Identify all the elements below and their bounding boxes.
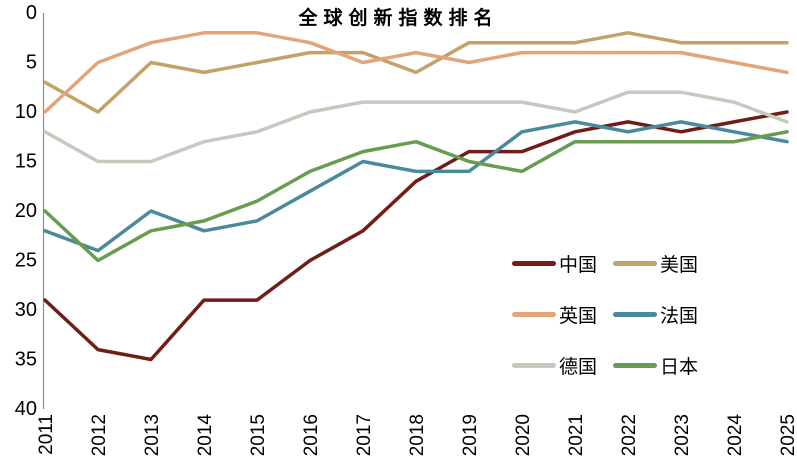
series-line-usa: [43, 31, 789, 114]
series-line-uk: [43, 31, 789, 114]
y-tick-label: 30: [15, 299, 37, 321]
y-tick-label: 5: [26, 52, 37, 74]
x-tick-label: 2014: [195, 414, 216, 457]
x-tick-label: 2021: [566, 414, 587, 456]
legend-swatch-usa: [613, 260, 658, 266]
legend-label-france: 法国: [660, 305, 699, 327]
legend-label-china: 中国: [559, 254, 598, 276]
x-tick-label: 2011: [36, 414, 57, 455]
legend: 中国 美国英国 法国德国 日本: [512, 250, 698, 378]
chart-title: 全球创新指数排名: [298, 8, 499, 29]
x-tick-label: 2020: [513, 414, 534, 456]
legend-item-usa: 美国: [613, 250, 698, 276]
x-tick-label: 2015: [248, 414, 269, 456]
legend-swatch-germany: [512, 362, 556, 368]
y-tick-label: 20: [15, 200, 37, 222]
y-tick-label: 15: [15, 151, 37, 173]
legend-swatch-france: [613, 311, 658, 317]
x-tick-label: 2016: [301, 414, 322, 456]
y-tick-label: 10: [15, 101, 37, 123]
y-tick-label: 0: [26, 2, 37, 24]
legend-label-japan: 日本: [660, 356, 699, 378]
y-tick-label: 40: [15, 398, 37, 420]
x-tick-label: 2017: [354, 414, 375, 456]
x-tick-label: 2019: [460, 414, 481, 456]
x-tick-label: 2025: [778, 414, 797, 456]
x-tick-label: 2024: [725, 414, 746, 457]
x-tick-label: 2022: [619, 414, 640, 456]
legend-item-uk: 英国: [512, 301, 597, 327]
y-tick-label: 35: [15, 349, 37, 371]
y-tick-label: 25: [15, 250, 37, 272]
legend-swatch-japan: [613, 362, 658, 368]
legend-item-china: 中国: [512, 250, 597, 276]
series-line-china: [43, 110, 789, 362]
series-line-germany: [43, 90, 789, 164]
series-line-japan: [43, 130, 789, 263]
legend-swatch-china: [512, 260, 556, 266]
legend-swatch-uk: [512, 311, 556, 317]
x-tick-label: 2023: [672, 414, 693, 456]
x-tick-label: 2013: [142, 414, 163, 456]
legend-item-germany: 德国: [512, 352, 597, 378]
legend-label-germany: 德国: [559, 356, 598, 378]
x-tick-label: 2018: [407, 414, 428, 456]
x-tick-label: 2012: [89, 414, 110, 456]
legend-label-usa: 美国: [660, 254, 699, 276]
legend-item-japan: 日本: [613, 352, 698, 378]
series-line-france: [43, 120, 789, 253]
legend-label-uk: 英国: [559, 305, 598, 327]
legend-item-france: 法国: [613, 301, 698, 327]
